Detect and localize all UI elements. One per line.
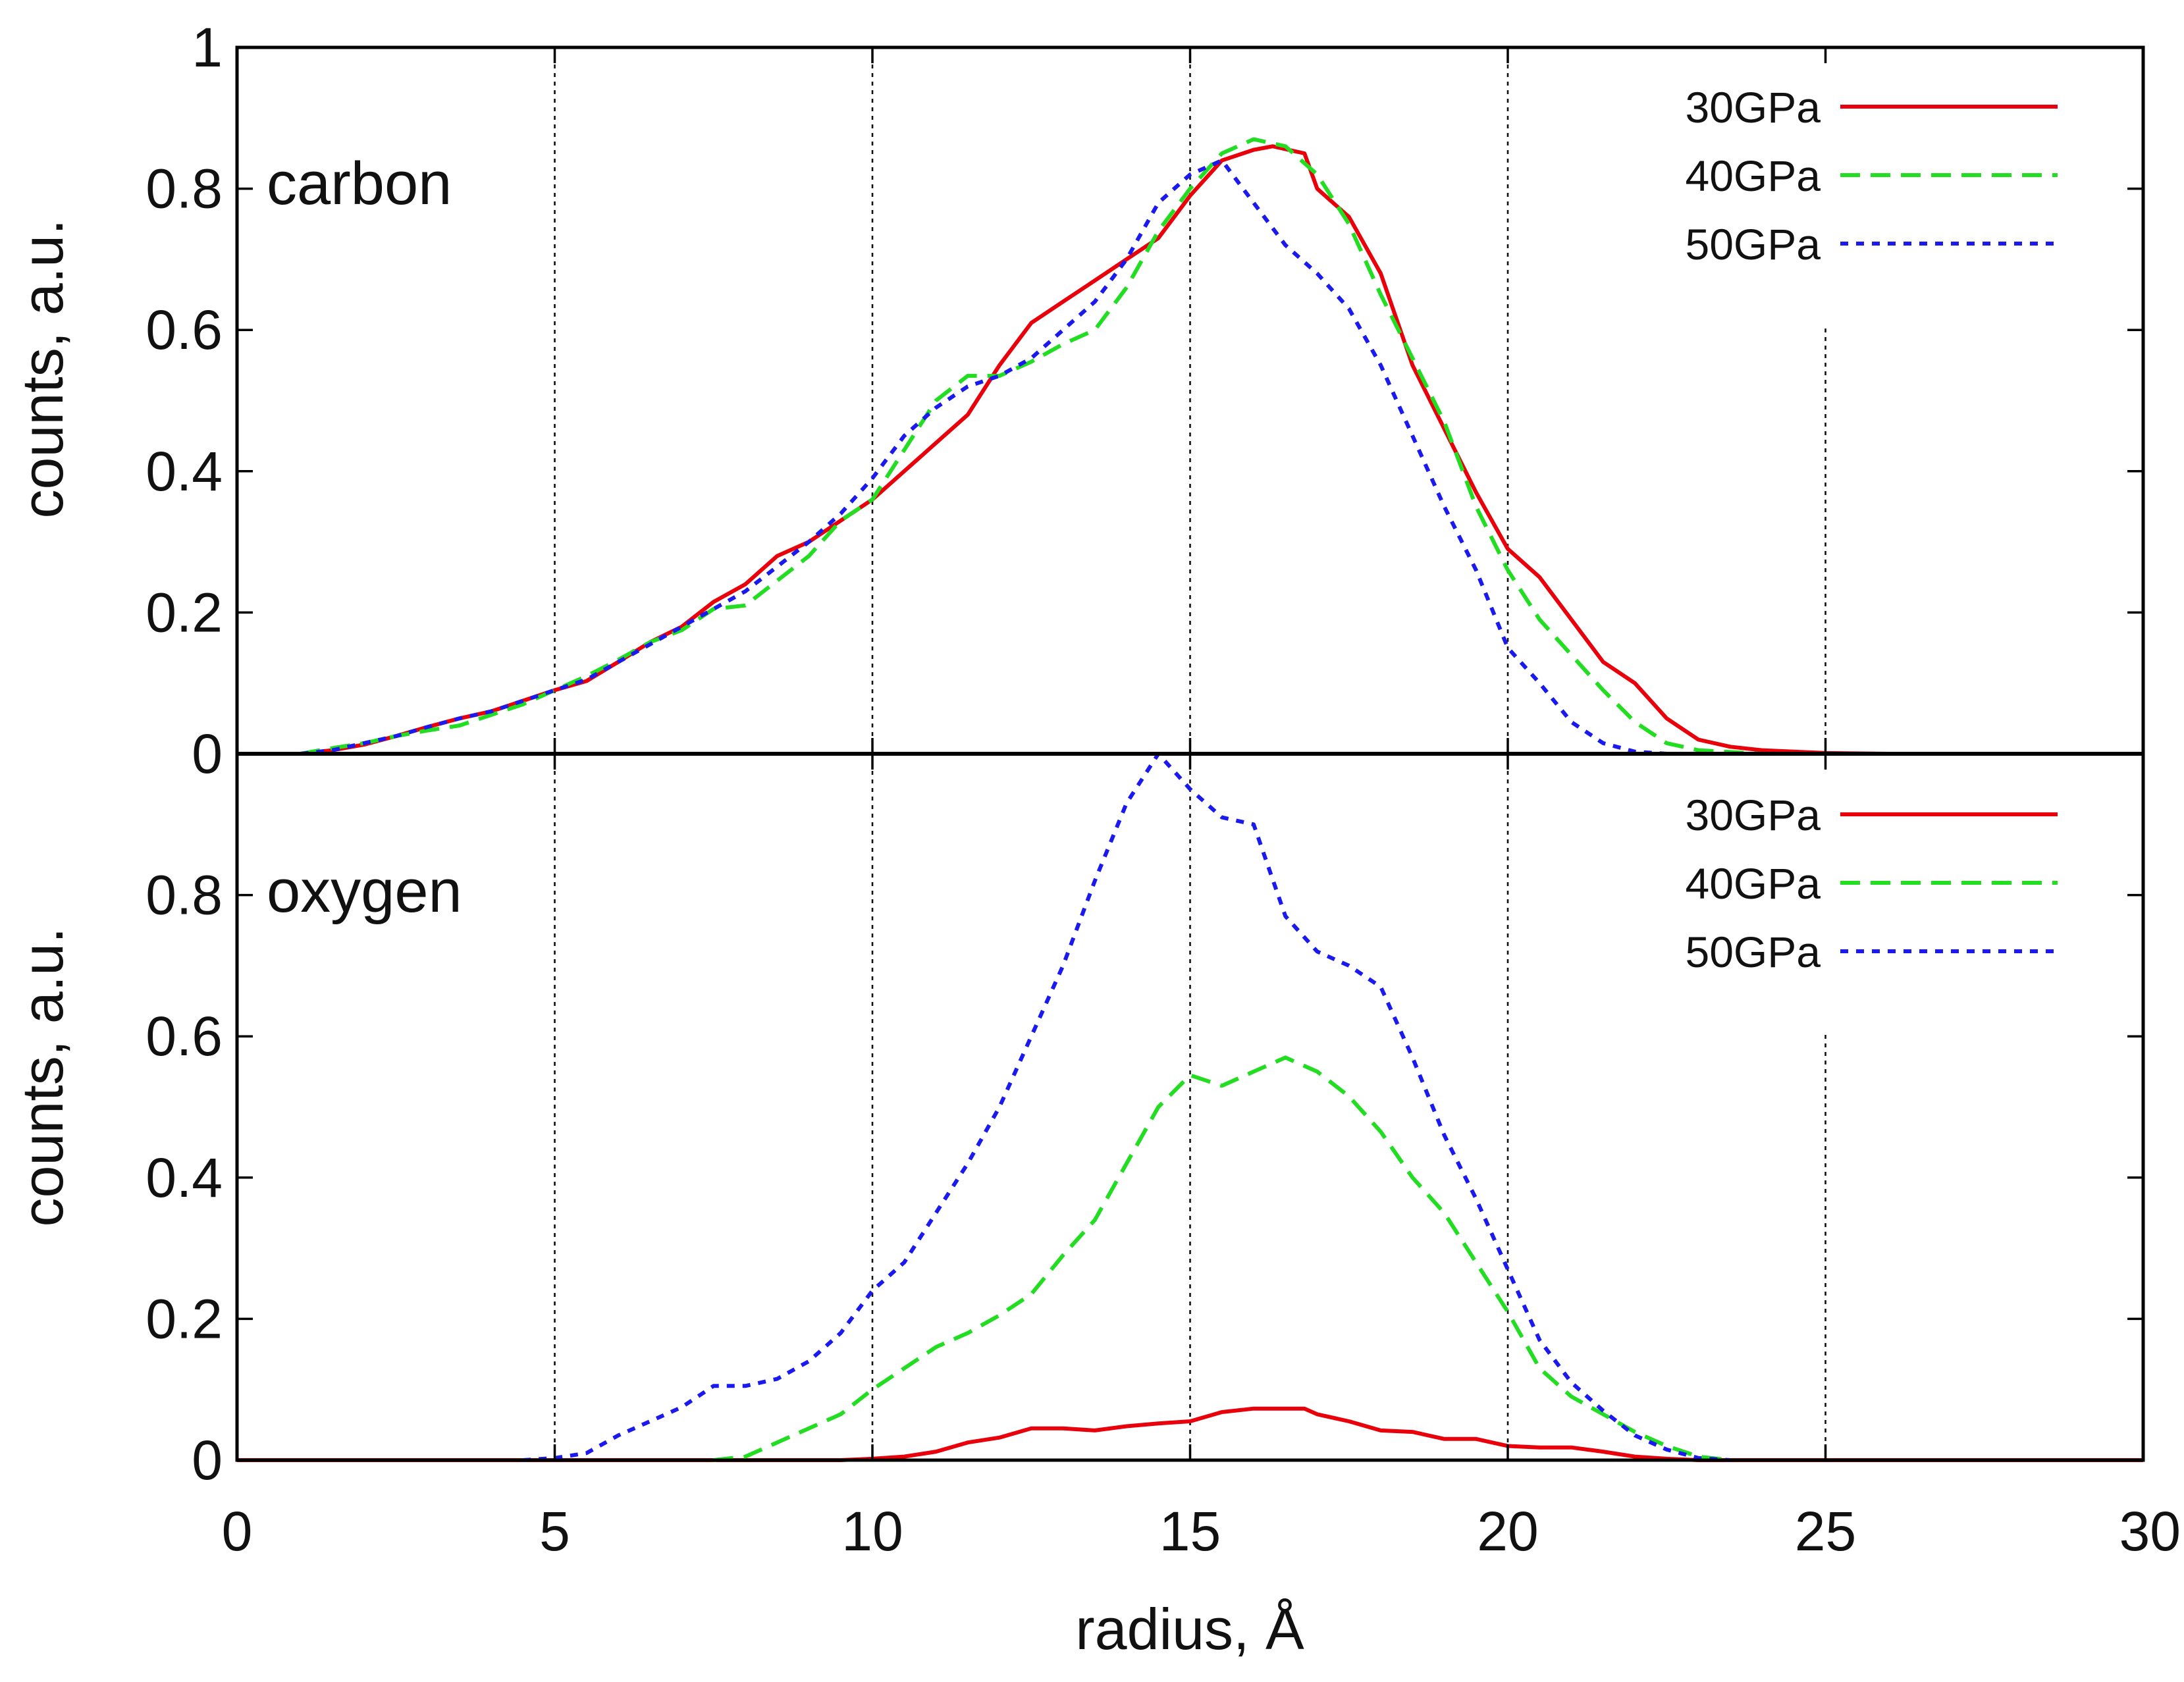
carbon-y-axis-label: counts, a.u. bbox=[10, 219, 75, 519]
oxygen-panel-label: oxygen bbox=[267, 858, 462, 925]
carbon-legend-label: 50GPa bbox=[1686, 220, 1821, 269]
carbon-legend-label: 30GPa bbox=[1686, 83, 1821, 132]
oxygen-legend: 30GPa 40GPa 50GPa bbox=[1686, 791, 2058, 976]
oxygen-legend-label: 50GPa bbox=[1686, 928, 1821, 976]
oxygen-y-axis-label: counts, a.u. bbox=[10, 928, 75, 1227]
x-tick-label: 10 bbox=[841, 1500, 903, 1562]
carbon-series-50GPa bbox=[300, 158, 1667, 756]
carbon-y-tick-label: 1 bbox=[192, 16, 223, 78]
carbon-y-tick-label: 0.8 bbox=[146, 158, 223, 220]
x-axis-label: radius, Å bbox=[1075, 1596, 1304, 1662]
oxygen-y-tick-label: 0.4 bbox=[146, 1147, 223, 1209]
carbon-y-tick-label: 0.6 bbox=[146, 299, 223, 361]
carbon-series-30GPa bbox=[300, 144, 1890, 756]
x-tick-label: 20 bbox=[1477, 1500, 1538, 1562]
carbon-panel: 0 0.2 0.4 0.6 0.8 1 carbon counts, a.u. 30GPa… bbox=[10, 16, 2143, 785]
oxygen-y-tick-label: 0.8 bbox=[146, 864, 223, 926]
oxygen-legend-label: 30GPa bbox=[1686, 791, 1821, 839]
carbon-y-tick-label: 0.4 bbox=[146, 440, 223, 502]
oxygen-series-40GPa bbox=[713, 1055, 1731, 1462]
oxygen-y-tick-label: 0.2 bbox=[146, 1288, 223, 1350]
x-tick-label: 30 bbox=[2119, 1500, 2181, 1562]
carbon-series-40GPa bbox=[300, 137, 1763, 756]
carbon-panel-label: carbon bbox=[267, 150, 452, 217]
oxygen-series-30GPa bbox=[237, 1406, 2143, 1462]
carbon-legend: 30GPa 40GPa 50GPa bbox=[1686, 83, 2058, 269]
oxygen-y-tick-label: 0.6 bbox=[146, 1005, 223, 1067]
oxygen-y-tick-label: 0 bbox=[192, 1429, 223, 1491]
carbon-y-tick-label: 0.2 bbox=[146, 581, 223, 643]
x-tick-label: 5 bbox=[539, 1500, 570, 1562]
carbon-legend-label: 40GPa bbox=[1686, 151, 1821, 200]
x-tick-label: 0 bbox=[222, 1500, 253, 1562]
oxygen-legend-label: 40GPa bbox=[1686, 859, 1821, 908]
x-axis-tick-labels: 0 5 10 15 20 25 30 bbox=[222, 1500, 2181, 1562]
x-tick-label: 15 bbox=[1159, 1500, 1221, 1562]
carbon-y-tick-label: 0 bbox=[192, 723, 223, 785]
x-tick-label: 25 bbox=[1795, 1500, 1856, 1562]
oxygen-panel: 0 0.2 0.4 0.6 0.8 oxygen counts, a.u. 30GPa 4… bbox=[10, 752, 2143, 1491]
